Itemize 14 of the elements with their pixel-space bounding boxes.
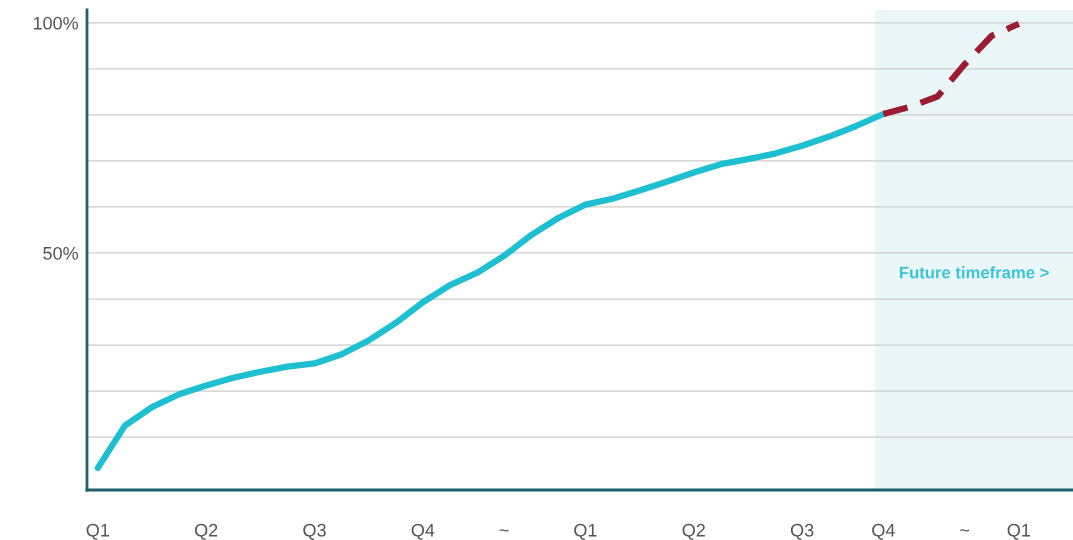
x-tick-label: Q2 (682, 523, 705, 540)
x-tick-label: Q4 (411, 523, 435, 540)
x-tick-label: Q1 (574, 523, 597, 540)
x-tick-label: ~ (960, 529, 970, 532)
y-tick-label: 100% (33, 16, 79, 30)
x-tick-label: ~ (499, 529, 509, 532)
x-tick-label: Q3 (790, 523, 814, 540)
x-tick-label: Q1 (1007, 523, 1030, 540)
x-tick-label: Q3 (303, 523, 326, 540)
y-tick-label: 50% (43, 246, 79, 260)
annotation: Future timeframe > (899, 266, 1049, 279)
x-tick-label: Q2 (195, 523, 218, 540)
x-tick-label: Q4 (872, 523, 895, 540)
x-tick-label: Q1 (86, 523, 109, 540)
